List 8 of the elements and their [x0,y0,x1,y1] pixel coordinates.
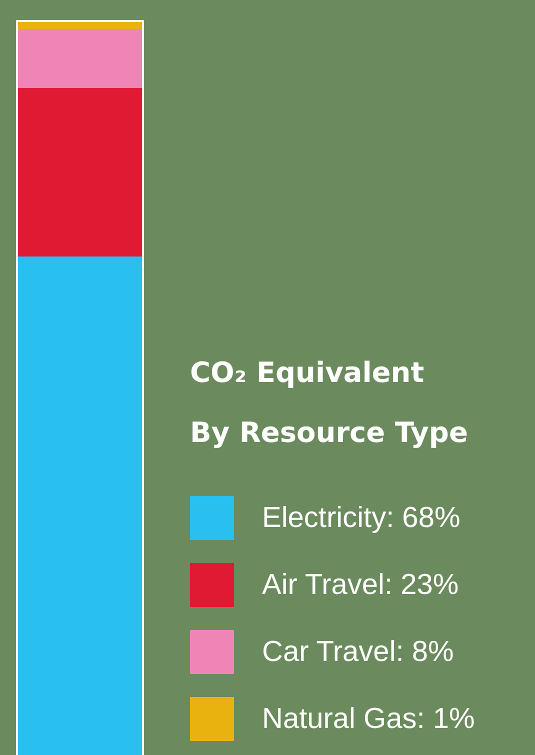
bar [18,29,142,88]
bar [18,88,142,257]
legend-title: CO₂ Equivalent By Resource Type [190,356,468,449]
legend-label: Air Travel: 23% [262,569,459,601]
legend-label: Natural Gas: 1% [262,703,475,735]
legend-label: Car Travel: 8% [262,636,454,668]
legend-label: Electricity: 68% [262,502,460,534]
bar [18,22,142,30]
